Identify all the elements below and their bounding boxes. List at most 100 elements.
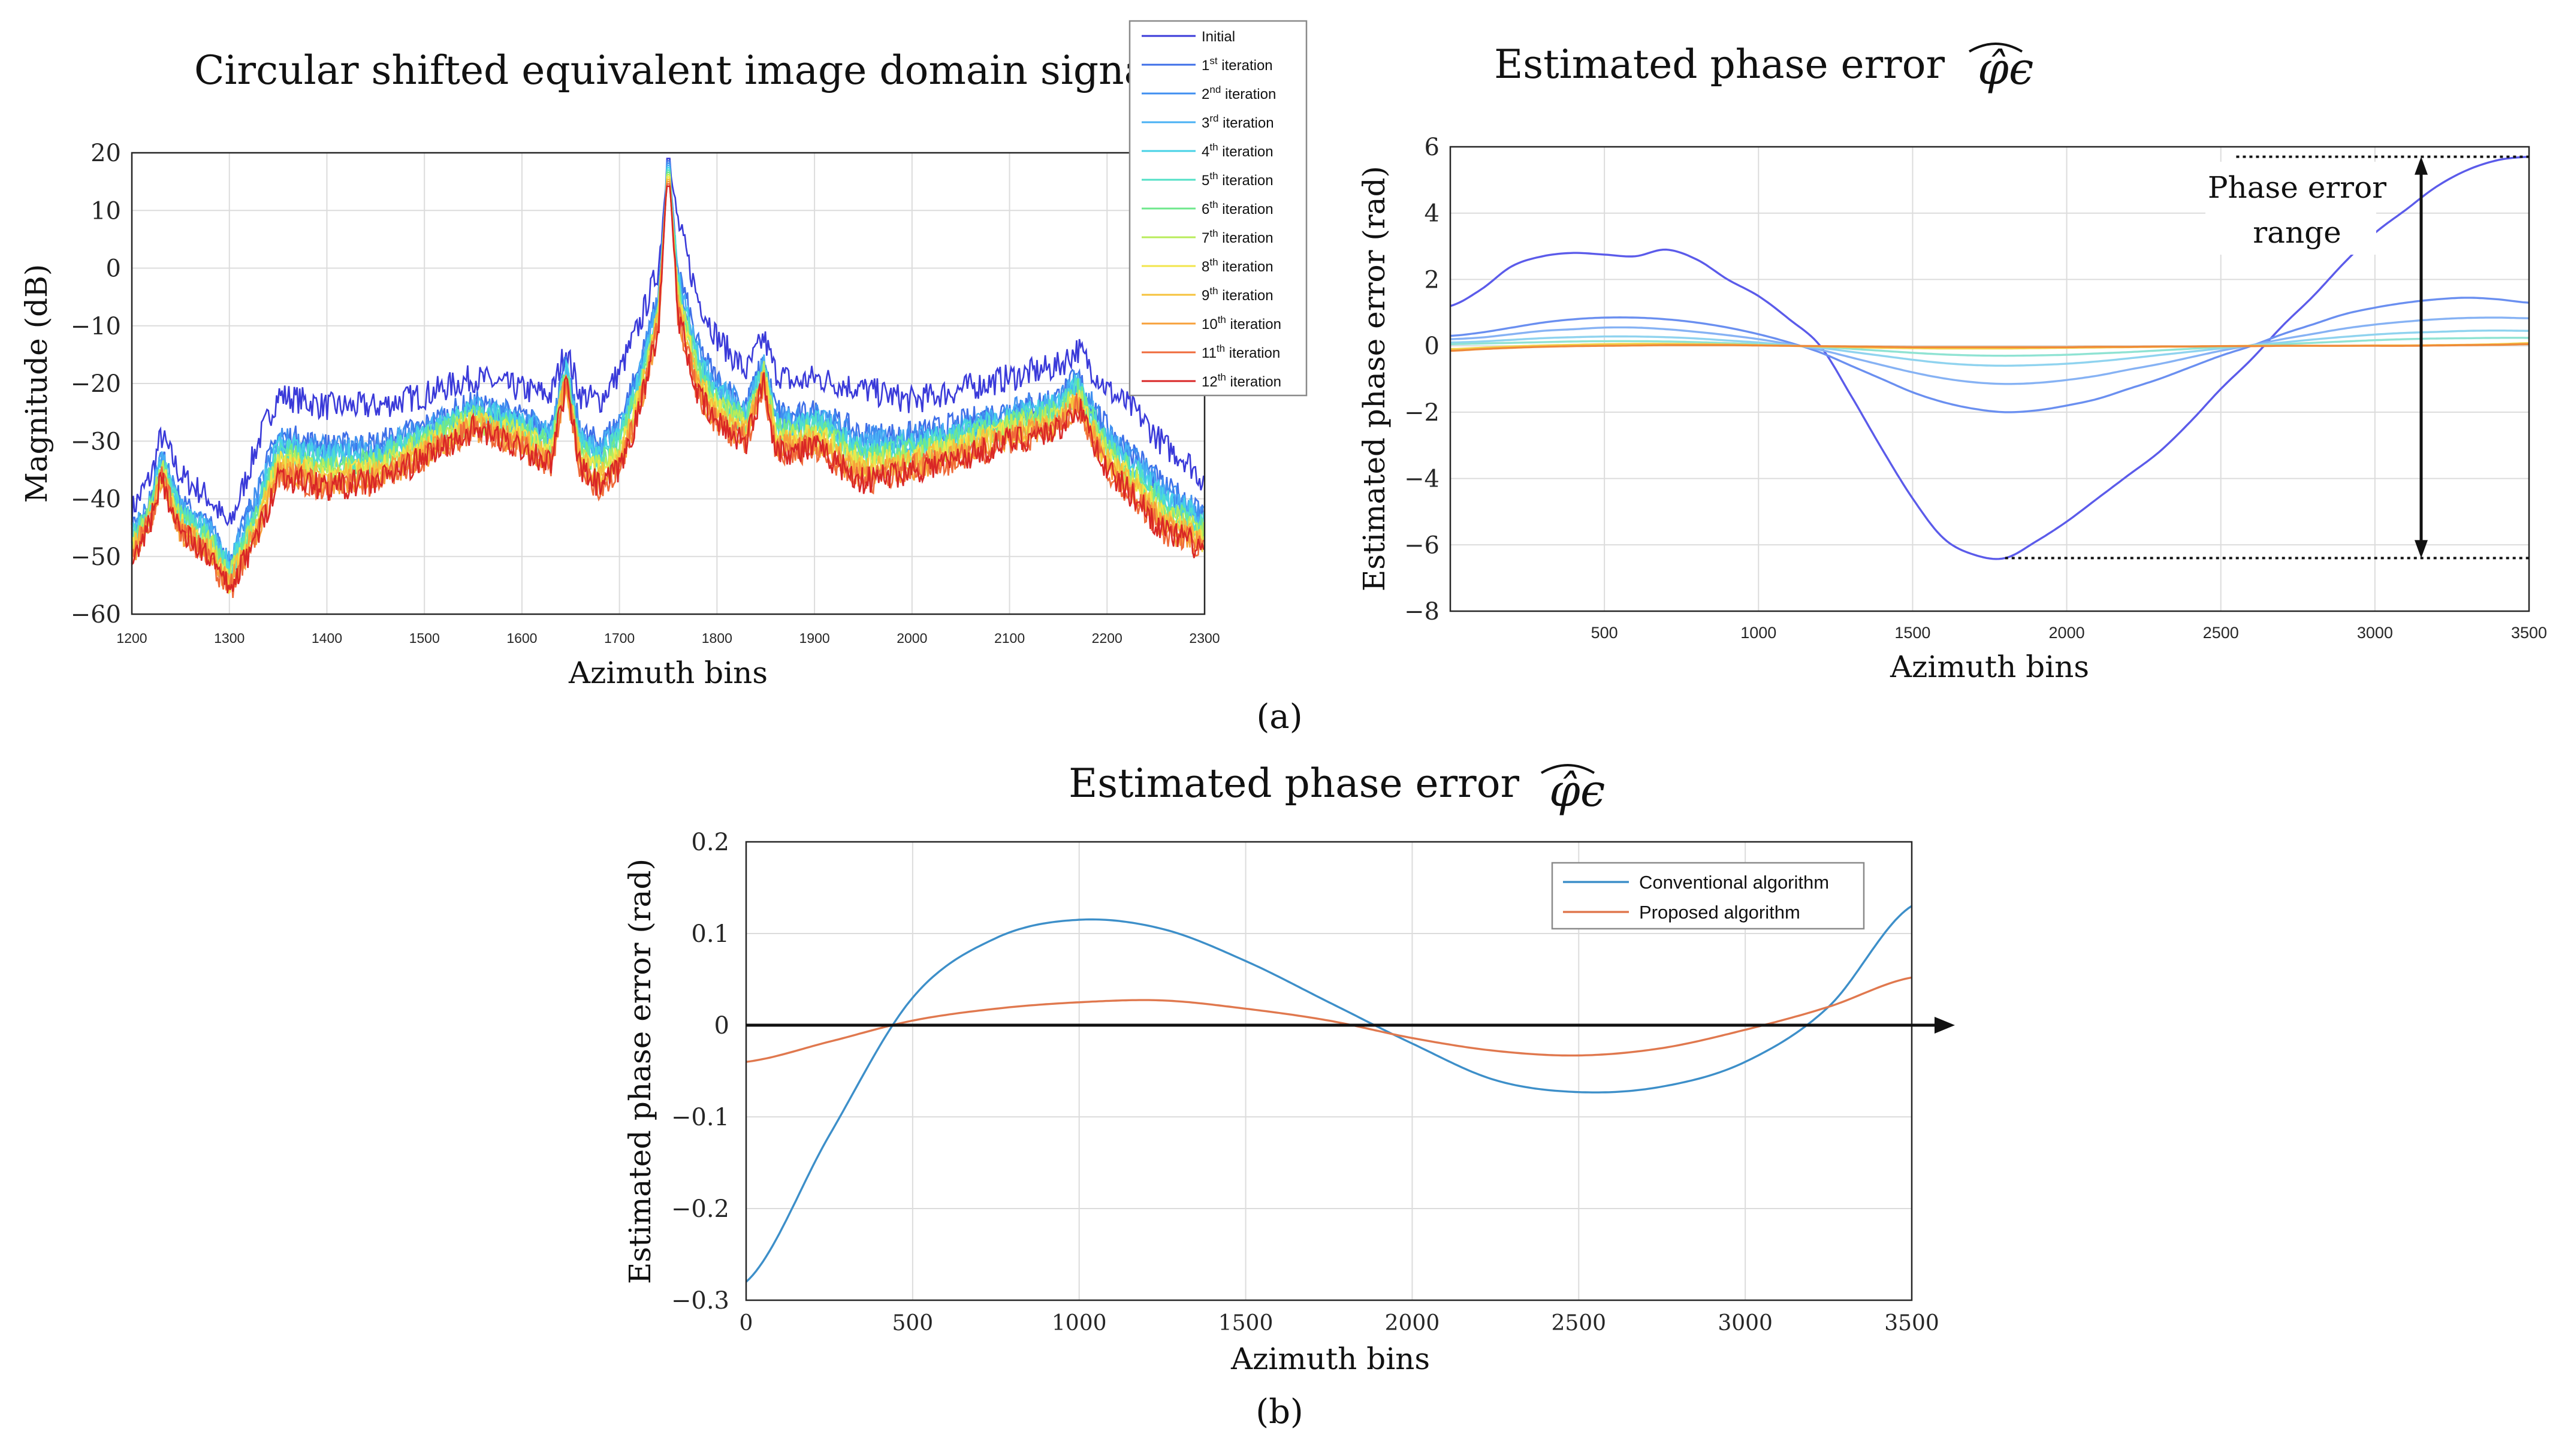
range-label-background	[2205, 162, 2376, 255]
a-left-series-line	[131, 158, 1205, 527]
a-left-series-line	[131, 160, 1205, 568]
range-label-line2: range	[2253, 215, 2341, 250]
chart-a-right: Estimated phase error φ̂ϵ 500 1000 1500 200…	[1357, 41, 2547, 684]
a-left-ytick-label: 0	[106, 255, 121, 283]
a-left-series-line	[131, 185, 1205, 594]
a-left-legend-label: 2nd iteration	[1202, 84, 1276, 102]
a-left-series-line	[131, 179, 1205, 592]
b-xtick-label: 3500	[1884, 1311, 1939, 1336]
b-xtick-label: 1500	[1218, 1311, 1274, 1336]
a-left-xtick-label: 1500	[409, 630, 440, 646]
a-left-xtick-label: 1400	[312, 630, 342, 646]
chart-a-right-ticks: 500 1000 1500 2000 2500 3000 3500 6 4 2 0 −2 −4 −6 −8	[1404, 134, 2547, 642]
range-arrow-head-up	[2415, 156, 2428, 175]
chart-a-left-title: Circular shifted equivalent image domain…	[194, 47, 1160, 93]
a-left-legend-label: 7th iteration	[1202, 228, 1274, 246]
a-right-xtick-label: 2500	[2203, 624, 2239, 642]
a-left-xtick-label: 2100	[994, 630, 1025, 646]
a-right-series-line	[1450, 297, 2530, 413]
range-arrow-head-down	[2415, 540, 2428, 558]
a-left-xtick-label: 1900	[799, 630, 830, 646]
b-xtick-label: 1000	[1052, 1311, 1107, 1336]
a-right-xtick-label: 3000	[2357, 624, 2393, 642]
a-left-ytick-label: −40	[71, 486, 121, 513]
panel-label-b: (b)	[1256, 1392, 1303, 1431]
a-left-legend-label: 5th iteration	[1202, 170, 1274, 189]
a-left-ytick-label: −20	[71, 370, 121, 398]
zero-arrow-head	[1935, 1017, 1955, 1034]
a-right-series-line	[1450, 343, 2529, 352]
a-left-series-line	[131, 171, 1205, 580]
a-left-series-line	[131, 162, 1205, 571]
a-left-xtick-label: 2200	[1092, 630, 1122, 646]
phi-hat-epsilon-symbol: φ̂ϵ	[1968, 43, 2033, 95]
chart-a-right-xlabel: Azimuth bins	[1890, 650, 2089, 684]
chart-b-ylabel: Estimated phase error (rad)	[623, 859, 657, 1284]
chart-b-legend: Conventional algorithm Proposed algorithm	[1563, 872, 1829, 923]
a-left-xtick-label: 2000	[897, 630, 927, 646]
a-left-legend-label: 11th iteration	[1202, 343, 1280, 361]
chart-a-left-series	[131, 158, 1205, 599]
a-left-legend-label: 9th iteration	[1202, 285, 1274, 304]
b-ytick-label: 0	[714, 1012, 729, 1040]
b-ytick-label: −0.2	[671, 1195, 729, 1223]
chart-a-right-ylabel: Estimated phase error (rad)	[1357, 166, 1392, 591]
b-xtick-label: 0	[740, 1311, 753, 1336]
chart-b-title: Estimated phase error	[1069, 760, 1519, 806]
a-right-xtick-label: 2000	[2049, 624, 2085, 642]
phase-error-range-annotation: Phase error range	[2005, 155, 2529, 560]
chart-b: Estimated phase error φ̂ϵ 0 500 1000 1500 20…	[623, 760, 1955, 1376]
a-right-ytick-label: 2	[1425, 266, 1440, 294]
a-left-ytick-label: 10	[90, 197, 121, 225]
a-left-ytick-label: −10	[71, 313, 121, 340]
chart-a-left: Circular shifted equivalent image domain…	[19, 20, 1308, 690]
a-left-ytick-label: −60	[71, 601, 121, 629]
a-right-ytick-label: 6	[1425, 134, 1440, 161]
a-right-ytick-label: 0	[1425, 333, 1440, 360]
a-right-series-line	[1450, 330, 2529, 367]
a-left-series-line	[131, 183, 1205, 599]
chart-a-left-ylabel: Magnitude (dB)	[19, 264, 54, 503]
phi-hat-epsilon-symbol-b: φ̂ϵ	[1540, 764, 1605, 817]
a-left-legend-label: 1st iteration	[1202, 55, 1273, 74]
chart-a-left-grid	[131, 152, 1205, 615]
chart-a-left-legend: Initial 1st iteration 2nd iteration 3rd ite…	[1142, 29, 1281, 390]
a-right-ytick-label: −2	[1404, 399, 1440, 427]
a-left-legend-label: 6th iteration	[1202, 199, 1274, 218]
a-left-xtick-label: 1600	[506, 630, 537, 646]
a-left-legend-label: 12th iteration	[1202, 371, 1281, 390]
b-ytick-label: 0.2	[691, 829, 729, 856]
a-right-xtick-label: 1000	[1740, 624, 1776, 642]
a-right-xtick-label: 1500	[1894, 624, 1930, 642]
b-xtick-label: 500	[892, 1311, 933, 1336]
a-left-ytick-label: −50	[71, 543, 121, 571]
a-right-ytick-label: −6	[1404, 531, 1440, 559]
a-left-legend-label: 10th iteration	[1202, 314, 1281, 333]
chart-a-right-title: Estimated phase error	[1494, 41, 1945, 87]
b-legend-label: Conventional algorithm	[1639, 872, 1829, 893]
b-ytick-label: 0.1	[691, 920, 729, 948]
a-left-legend-label: 3rd iteration	[1202, 113, 1274, 131]
a-left-series-line	[131, 164, 1205, 571]
chart-a-left-xlabel: Azimuth bins	[568, 655, 768, 690]
chart-b-legend-box	[1551, 862, 1865, 930]
a-right-ytick-label: −8	[1404, 598, 1440, 626]
a-left-xtick-label: 1200	[116, 630, 147, 646]
a-right-series-line	[1450, 337, 2529, 357]
a-left-legend-label: Initial	[1202, 29, 1235, 45]
a-left-xtick-label: 1800	[702, 630, 732, 646]
b-xtick-label: 2000	[1385, 1311, 1440, 1336]
a-left-legend-label: 4th iteration	[1202, 141, 1274, 160]
chart-b-frame	[745, 841, 1913, 1301]
b-legend-label: Proposed algorithm	[1639, 902, 1800, 923]
chart-b-ticks: 0 500 1000 1500 2000 2500 3000 3500 0.2 0.1 0 −0.1 −…	[671, 829, 1939, 1336]
b-series-line	[746, 976, 1912, 1063]
phi-symbol-text: φ̂ϵ	[1978, 43, 2033, 95]
a-right-series-line	[1450, 316, 2530, 385]
a-left-ytick-label: 20	[90, 140, 121, 167]
a-left-series-line	[131, 176, 1205, 595]
chart-b-series	[745, 905, 1912, 1283]
a-left-ytick-label: −30	[71, 428, 121, 455]
a-right-ytick-label: −4	[1404, 466, 1440, 493]
